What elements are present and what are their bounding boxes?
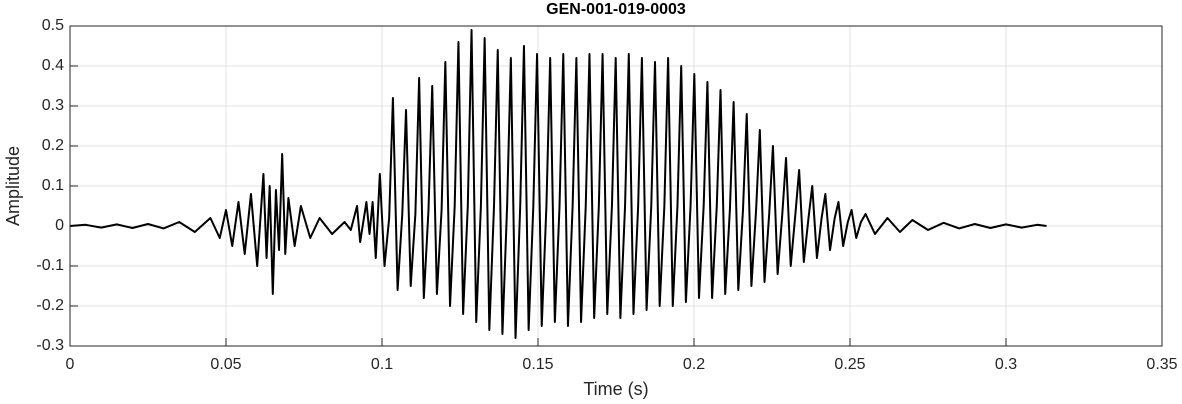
- y-tick-label: 0.2: [42, 137, 64, 154]
- x-tick-label: 0: [66, 356, 75, 373]
- x-tick-label: 0.05: [210, 356, 241, 373]
- y-tick-label: -0.2: [36, 297, 64, 314]
- y-tick-label: 0: [55, 217, 64, 234]
- y-tick-label: 0.1: [42, 177, 64, 194]
- waveform-line: [69, 29, 1047, 339]
- y-tick-label: -0.3: [36, 337, 64, 354]
- y-tick-label: -0.1: [36, 257, 64, 274]
- x-axis-label: Time (s): [583, 379, 648, 399]
- x-tick-label: 0.15: [522, 356, 553, 373]
- y-tick-label: 0.3: [42, 97, 64, 114]
- y-tick-label: 0.5: [42, 17, 64, 34]
- x-tick-label: 0.3: [995, 356, 1017, 373]
- x-tick-label: 0.1: [371, 356, 393, 373]
- y-tick-label: 0.4: [42, 57, 64, 74]
- x-tick-label: 0.35: [1146, 356, 1177, 373]
- x-tick-label: 0.2: [683, 356, 705, 373]
- axes-box: [69, 25, 1163, 347]
- y-axis-label: Amplitude: [3, 146, 23, 226]
- x-tick-label: 0.25: [834, 356, 865, 373]
- chart-title: GEN-001-019-0003: [546, 1, 686, 18]
